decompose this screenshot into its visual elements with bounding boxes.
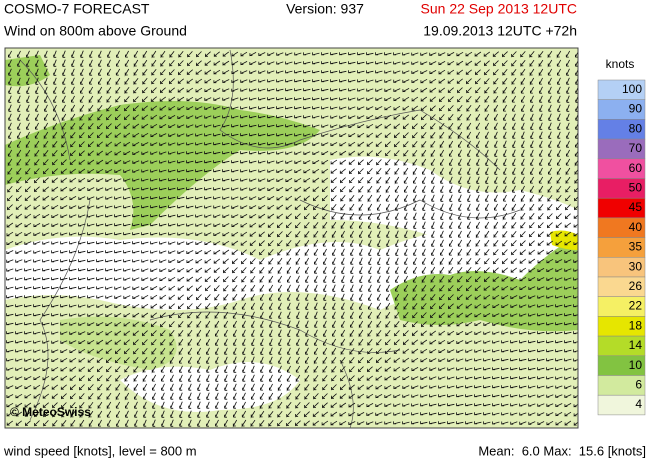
legend-label: 60 — [629, 161, 643, 175]
legend-label: 14 — [629, 338, 643, 352]
subtitle: Wind on 800m above Ground — [4, 23, 187, 39]
legend-label: 4 — [635, 397, 642, 411]
borders — [19, 49, 521, 428]
legend-label: 90 — [629, 102, 643, 116]
map: © MeteoSwiss — [4, 47, 579, 429]
legend-label: 18 — [629, 318, 643, 332]
legend-label: 70 — [629, 141, 643, 155]
run-time: 19.09.2013 12UTC +72h — [423, 23, 577, 39]
legend-label: 35 — [629, 240, 643, 254]
calm-area — [330, 156, 578, 250]
legend-label: 100 — [622, 82, 642, 96]
legend-label: 26 — [629, 279, 643, 293]
copyright: © MeteoSwiss — [10, 405, 91, 419]
legend-label: 80 — [629, 121, 643, 135]
legend-label: 6 — [635, 378, 642, 392]
version: Version: 937 — [286, 1, 364, 17]
valid-time: Sun 22 Sep 2013 12UTC — [421, 1, 577, 17]
legend-swatch — [597, 394, 646, 416]
map-frame — [4, 47, 579, 429]
legend-label: 45 — [629, 200, 643, 214]
wind-area — [390, 240, 578, 332]
legend-label: 30 — [629, 259, 643, 273]
legend: knots 100 90 80 70 60 50 45 40 35 30 26 22 18 14 10 6 4 — [597, 57, 646, 416]
legend-label: 50 — [629, 181, 643, 195]
title: COSMO-7 FORECAST — [4, 1, 150, 17]
calm-area — [120, 362, 300, 412]
legend-label: 10 — [629, 358, 643, 372]
legend-label: 40 — [629, 220, 643, 234]
wind-area — [60, 316, 177, 370]
footer-left: wind speed [knots], level = 800 m — [3, 443, 197, 458]
legend-unit: knots — [606, 57, 635, 71]
footer-right: Mean: 6.0 Max: 15.6 [knots] — [478, 443, 646, 458]
wind-arrows — [6, 50, 578, 428]
legend-label: 22 — [629, 299, 643, 313]
wind-area — [5, 55, 50, 87]
